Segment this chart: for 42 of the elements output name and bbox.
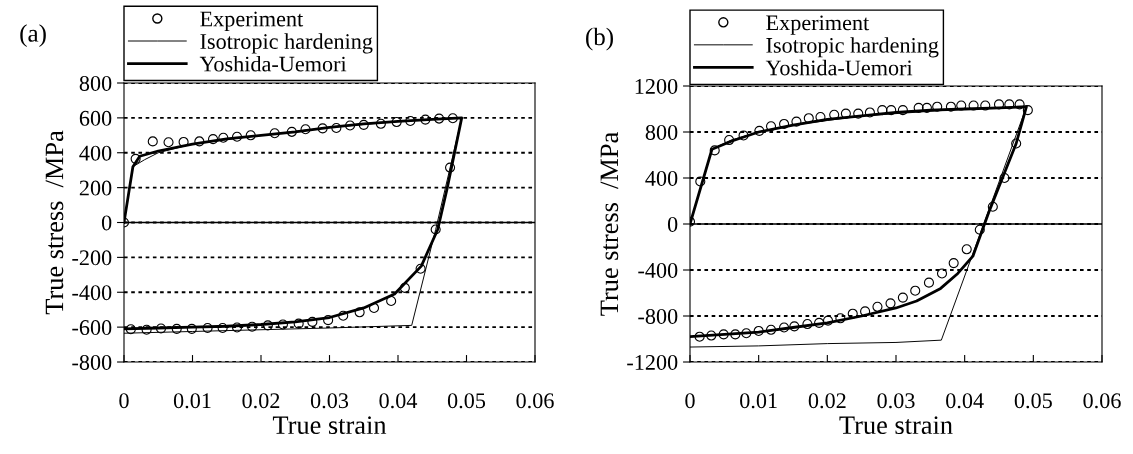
x-tick-label: 0: [119, 393, 129, 409]
y-tick-label: 800: [645, 124, 678, 140]
legend-label: Yoshida-Uemori: [765, 59, 913, 76]
y-axis-title: True stress /MPa: [600, 132, 619, 316]
x-tick-label: 0.01: [173, 393, 211, 409]
y-tick-label: 0: [101, 215, 112, 231]
y-tick-label: 600: [79, 110, 112, 126]
x-tick-label: 0.02: [242, 393, 280, 409]
x-tick-label: 0.06: [1083, 393, 1121, 409]
legend-label: Isotropic hardening: [200, 33, 373, 54]
y-tick-label: 200: [79, 180, 112, 196]
x-tick-label: 0.05: [447, 393, 486, 409]
x-tick-label: 0.03: [877, 393, 915, 409]
x-tick-label: 0.02: [808, 393, 846, 409]
y-tick-label: -400: [72, 285, 112, 301]
x-axis-title: True strain: [272, 416, 387, 435]
y-tick-label: 400: [645, 170, 678, 186]
chart-title: (b): [586, 27, 613, 51]
x-tick-label: 0.06: [516, 393, 554, 409]
y-tick-label: -400: [638, 262, 678, 278]
y-tick-label: -200: [72, 250, 112, 266]
legend-label: Experiment: [766, 15, 870, 35]
chart-title: (a): [20, 24, 46, 47]
x-tick-label: 0.04: [379, 393, 418, 409]
x-tick-label: 0.04: [946, 393, 984, 409]
x-axis-title: True strain: [839, 416, 953, 435]
x-tick-label: 0.03: [310, 393, 349, 409]
y-tick-label: 1200: [635, 78, 678, 94]
y-tick-label: 800: [79, 75, 112, 91]
legend-label: Experiment: [200, 11, 304, 32]
x-tick-label: 0.01: [740, 393, 777, 409]
y-tick-label: -800: [72, 354, 112, 370]
x-tick-label: 0.05: [1014, 393, 1052, 409]
y-tick-label: -800: [638, 308, 678, 324]
y-tick-label: 0: [667, 216, 678, 232]
y-tick-label: -600: [72, 320, 112, 336]
x-tick-label: 0: [685, 393, 695, 409]
y-tick-label: -1200: [627, 354, 678, 370]
y-tick-label: 400: [79, 145, 112, 161]
y-axis-title: True stress /MPa: [45, 130, 64, 315]
legend-label: Isotropic hardening: [766, 37, 939, 58]
legend-label: Yoshida-Uemori: [199, 55, 347, 72]
